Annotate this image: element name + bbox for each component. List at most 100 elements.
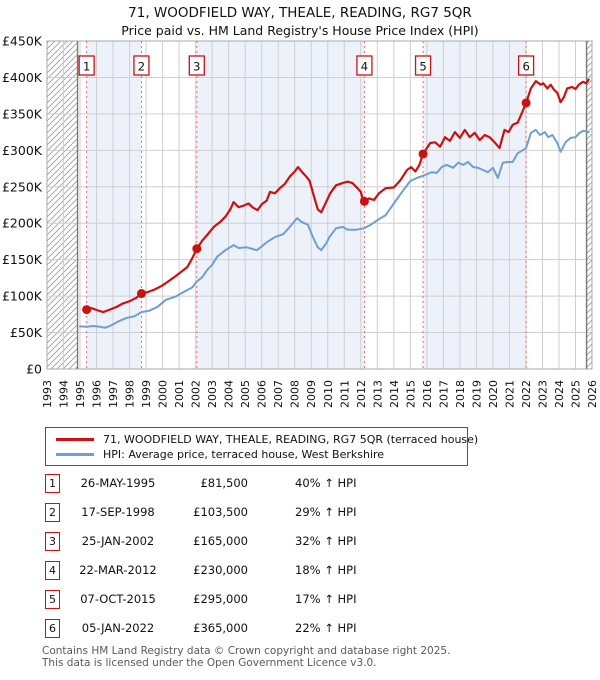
sale-points [82, 98, 531, 315]
svg-text:2006: 2006 [256, 380, 269, 408]
svg-text:1993: 1993 [41, 380, 54, 408]
svg-text:2005: 2005 [239, 380, 252, 408]
svg-text:2003: 2003 [206, 380, 219, 408]
svg-text:2000: 2000 [157, 380, 170, 408]
transaction-hpi-delta: 22% ↑ HPI [295, 621, 357, 635]
svg-text:2002: 2002 [190, 380, 203, 408]
svg-text:£350K: £350K [2, 106, 43, 121]
transaction-row: 6 05-JAN-2022 £365,000 22% ↑ HPI [0, 618, 600, 647]
transaction-hpi-delta: 17% ↑ HPI [295, 592, 357, 606]
legend-line-swatch [56, 438, 94, 441]
sale-number-labels: 1 2 3 4 5 6 [78, 55, 535, 76]
price-history-chart: 1 2 3 4 5 6 £0 £50K £100K £150K £200K £250K £300K £35… [2, 34, 599, 409]
svg-text:2: 2 [138, 60, 145, 74]
svg-text:6: 6 [522, 60, 529, 74]
svg-text:2014: 2014 [388, 380, 401, 408]
transaction-price: £365,000 [193, 621, 248, 635]
legend-label: 71, WOODFIELD WAY, THEALE, READING, RG7 … [103, 433, 479, 446]
transaction-row: 2 17-SEP-1998 £103,500 29% ↑ HPI [0, 502, 600, 531]
transaction-hpi-delta: 40% ↑ HPI [295, 476, 357, 490]
transaction-date: 07-OCT-2015 [80, 592, 156, 606]
svg-text:2024: 2024 [553, 380, 566, 408]
svg-text:2010: 2010 [322, 380, 335, 408]
transaction-row: 1 26-MAY-1995 £81,500 40% ↑ HPI [0, 473, 600, 502]
copyright-footer: Contains HM Land Registry data © Crown c… [42, 645, 451, 669]
transaction-date: 22-MAR-2012 [79, 563, 157, 577]
svg-text:1998: 1998 [124, 380, 137, 408]
svg-text:1996: 1996 [91, 380, 104, 408]
svg-text:2004: 2004 [223, 380, 236, 408]
transaction-date: 26-MAY-1995 [80, 476, 156, 490]
legend-row: HPI: Average price, terraced house, West… [54, 447, 467, 462]
transaction-date: 05-JAN-2022 [81, 621, 155, 635]
transaction-number-badge: 4 [45, 561, 60, 580]
svg-text:2013: 2013 [371, 380, 384, 408]
svg-text:£450K: £450K [2, 34, 43, 49]
y-axis-labels: £0 £50K £100K £150K £200K £250K £300K £350K £400… [2, 34, 43, 377]
price-paid-line [83, 78, 590, 314]
transaction-date: 17-SEP-1998 [81, 505, 155, 519]
hpi-line [79, 128, 590, 329]
svg-text:2009: 2009 [305, 380, 318, 408]
svg-text:2007: 2007 [272, 380, 285, 408]
transaction-hpi-delta: 29% ↑ HPI [295, 505, 357, 519]
transaction-price: £295,000 [193, 592, 248, 606]
transaction-number-badge: 1 [45, 474, 60, 493]
transaction-number-badge: 3 [45, 532, 60, 551]
chart-title-line1: 71, WOODFIELD WAY, THEALE, READING, RG7 … [128, 5, 472, 21]
transaction-number-badge: 5 [45, 590, 60, 609]
svg-text:1997: 1997 [107, 380, 120, 408]
svg-text:4: 4 [361, 60, 368, 74]
svg-text:2023: 2023 [536, 380, 549, 408]
svg-text:1999: 1999 [140, 380, 153, 408]
svg-text:2025: 2025 [569, 380, 582, 408]
svg-text:2012: 2012 [355, 380, 368, 408]
svg-text:2019: 2019 [470, 380, 483, 408]
svg-text:2008: 2008 [289, 380, 302, 408]
transaction-price: £230,000 [193, 563, 248, 577]
svg-text:2018: 2018 [454, 380, 467, 408]
svg-text:£100K: £100K [2, 289, 43, 304]
svg-text:1994: 1994 [58, 380, 71, 408]
svg-text:£50K: £50K [10, 325, 43, 340]
footer-line1: Contains HM Land Registry data © Crown c… [42, 645, 451, 657]
transaction-price: £165,000 [193, 534, 248, 548]
svg-text:3: 3 [193, 60, 200, 74]
svg-text:£400K: £400K [2, 70, 43, 85]
legend-row: 71, WOODFIELD WAY, THEALE, READING, RG7 … [54, 432, 478, 447]
legend-label: HPI: Average price, terraced house, West… [103, 448, 385, 461]
ownership-bands [86, 41, 527, 369]
plot-border [46, 40, 593, 370]
no-data-hatch [47, 41, 592, 369]
svg-text:1: 1 [83, 60, 90, 74]
transaction-row: 3 25-JAN-2002 £165,000 32% ↑ HPI [0, 531, 600, 560]
svg-text:£200K: £200K [2, 216, 43, 231]
svg-text:1995: 1995 [74, 380, 87, 408]
transaction-date: 25-JAN-2002 [81, 534, 155, 548]
transaction-row: 4 22-MAR-2012 £230,000 18% ↑ HPI [0, 560, 600, 589]
svg-text:2017: 2017 [437, 380, 450, 408]
svg-text:£150K: £150K [2, 252, 43, 267]
transaction-hpi-delta: 18% ↑ HPI [295, 563, 357, 577]
legend-box: 71, WOODFIELD WAY, THEALE, READING, RG7 … [45, 427, 478, 466]
svg-text:2001: 2001 [173, 380, 186, 408]
transaction-price: £103,500 [193, 505, 248, 519]
footer-line2: This data is licensed under the Open Gov… [42, 656, 377, 669]
svg-text:2011: 2011 [338, 380, 351, 408]
svg-text:£300K: £300K [2, 143, 43, 158]
svg-text:2026: 2026 [586, 380, 599, 408]
legend-line-swatch [56, 453, 94, 456]
transaction-hpi-delta: 32% ↑ HPI [295, 534, 357, 548]
svg-text:5: 5 [419, 60, 426, 74]
svg-text:2015: 2015 [404, 380, 417, 408]
svg-text:£0: £0 [26, 362, 42, 377]
transaction-number-badge: 2 [45, 503, 60, 522]
svg-text:£250K: £250K [2, 179, 43, 194]
svg-text:2022: 2022 [520, 380, 533, 408]
transaction-number-badge: 6 [45, 619, 60, 638]
chart-title-line2: Price paid vs. HM Land Registry's House … [121, 23, 479, 38]
svg-text:2016: 2016 [421, 380, 434, 408]
svg-text:2020: 2020 [487, 380, 500, 408]
transactions-table: 1 26-MAY-1995 £81,500 40% ↑ HPI 2 17-SEP-1998… [0, 473, 600, 647]
transaction-price: £81,500 [200, 476, 248, 490]
